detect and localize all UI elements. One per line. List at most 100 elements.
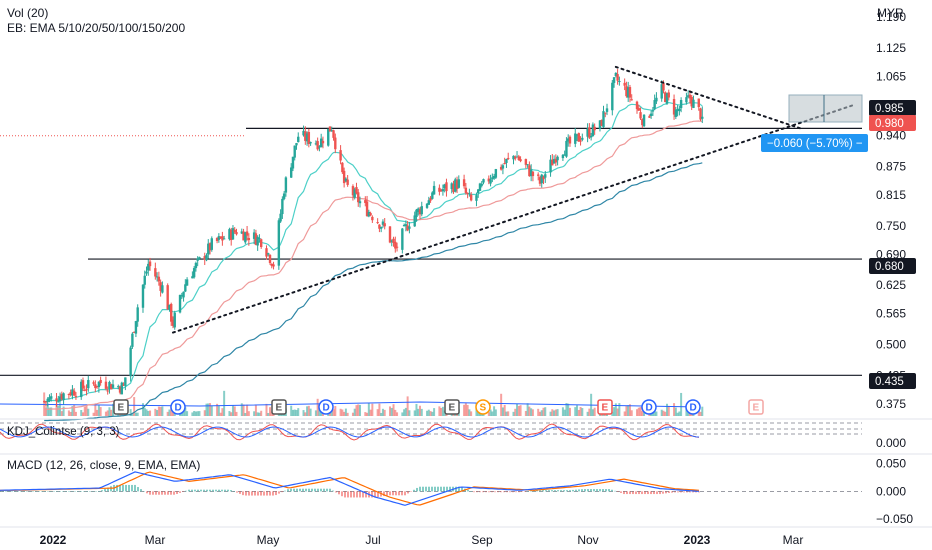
candle-body [215, 237, 219, 241]
macd-histogram-bar [455, 486, 457, 492]
volume-bar [110, 409, 113, 416]
event-badge-earnings[interactable]: E [444, 399, 460, 415]
volume-bar [588, 408, 591, 416]
trendline-1 [614, 65, 803, 130]
volume-bar [531, 409, 534, 416]
event-badge-earnings-red[interactable]: E [597, 399, 613, 415]
candle-body [628, 87, 632, 98]
volume-bar [366, 412, 369, 416]
drawings-layer[interactable]: −0.060 (−5.70%) − [171, 65, 868, 334]
candle-body [406, 225, 409, 231]
earnings-badge-label: E [449, 403, 456, 414]
macd-histogram-bar [548, 490, 550, 492]
candle-body [598, 120, 602, 129]
candle-body [575, 134, 579, 136]
candle-body [642, 114, 646, 127]
candle-body [390, 240, 393, 242]
volume-bar [97, 405, 100, 416]
macd-histogram-bar [491, 491, 493, 493]
volume-bar [667, 405, 670, 416]
candles-layer[interactable] [42, 69, 704, 407]
candle-body [194, 262, 198, 269]
candle-body [662, 83, 665, 91]
macd-histogram-bar [284, 490, 286, 492]
macd-histogram-bar [164, 491, 166, 495]
macd-tick-label: 0.000 [876, 484, 906, 498]
macd-histogram-bar [299, 488, 301, 492]
macd-histogram-bar [134, 484, 136, 492]
volume-legend[interactable]: Vol (20) [7, 6, 49, 20]
macd-histogram-bar [692, 491, 694, 493]
volume-ma-line [0, 401, 701, 408]
event-badge-earnings[interactable]: E [271, 399, 287, 415]
macd-histogram-bar [263, 491, 265, 496]
price-tick-label: 0.500 [876, 337, 906, 351]
candle-body [420, 206, 423, 215]
macd-histogram-bar [584, 489, 586, 492]
candle-body [429, 198, 432, 201]
event-badge-dividend[interactable]: D [318, 399, 334, 415]
time-axis[interactable]: 2022 Mar May Jul Sep Nov 2023 Mar [0, 526, 932, 547]
volume-bar [353, 408, 356, 416]
volume-bar [464, 403, 467, 416]
candle-body [205, 255, 208, 261]
projection-tool[interactable]: −0.060 (−5.70%) − [761, 94, 868, 152]
volume-bar [50, 407, 53, 416]
event-badge-earnings[interactable]: E [113, 399, 129, 415]
volume-bar [48, 407, 51, 416]
candle-body [281, 198, 284, 215]
macd-histogram-bar [86, 491, 88, 492]
macd-histogram-bar [689, 491, 691, 493]
candle-body [438, 187, 441, 192]
projection-label-bg [761, 134, 868, 152]
macd-legend[interactable]: MACD (12, 26, close, 9, EMA, EMA) [7, 458, 201, 472]
candle-body [117, 386, 120, 388]
price-tick-label: 1.190 [876, 10, 906, 24]
candle-body [517, 156, 520, 160]
candle-body [549, 159, 552, 173]
dividend-badge-label: D [690, 403, 697, 414]
macd-histogram-bar [650, 491, 652, 495]
macd-histogram-bar [146, 491, 148, 494]
event-badge-dividend[interactable]: D [170, 399, 186, 415]
dividend-badge-circle [685, 399, 701, 415]
price-tag-0.980-bg [869, 115, 916, 131]
kdj-pane: 0.000 [0, 418, 932, 450]
kdj-legend[interactable]: KDJ_Colintse (9, 3, 3) [7, 426, 120, 438]
event-badge-dividend[interactable]: D [641, 399, 657, 415]
macd-histogram-bar [428, 486, 430, 492]
macd-histogram-bar [8, 491, 10, 492]
event-badge-earnings-future[interactable]: E [748, 399, 764, 415]
candle-body [664, 92, 667, 103]
volume-bar [554, 409, 557, 416]
candle-body [166, 285, 169, 310]
volume-bar [494, 409, 497, 416]
macd-histogram-bar [509, 491, 511, 493]
event-badge-dividend[interactable]: D [685, 399, 701, 415]
macd-histogram-bar [59, 491, 61, 492]
macd-histogram-bar [254, 491, 256, 496]
candle-body [159, 282, 162, 291]
volume-bar [440, 407, 443, 416]
macd-histogram-bar [173, 491, 175, 495]
candle-body [528, 165, 531, 177]
candle-body [441, 189, 445, 192]
candle-body [492, 175, 496, 179]
volume-bar [678, 411, 681, 416]
candle-body [688, 94, 692, 99]
volume-bar [85, 404, 88, 416]
ema-legend[interactable]: EB: EMA 5/10/20/50/100/150/200 [7, 21, 186, 35]
time-tick-label: Mar [783, 533, 804, 547]
event-badge-split[interactable]: S [475, 399, 491, 415]
volume-bar [302, 410, 305, 416]
macd-histogram-bar [485, 491, 487, 493]
macd-histogram-bar [257, 491, 259, 496]
ema-200-line [44, 162, 703, 422]
macd-histogram-bar [314, 488, 316, 492]
volume-bar [540, 410, 543, 416]
price-axis[interactable]: 1.1901.1251.0651.0000.9400.8750.8150.750… [876, 10, 906, 411]
candle-body [679, 100, 683, 109]
kdj-d-line [0, 426, 700, 438]
